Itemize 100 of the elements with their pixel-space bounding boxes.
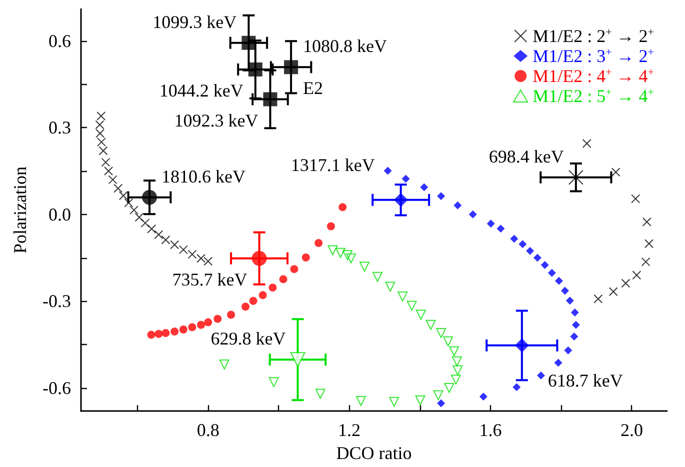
point (178, 245, 188, 254)
point (219, 360, 230, 370)
point (290, 265, 298, 274)
point (384, 166, 392, 175)
point (188, 323, 196, 332)
point (214, 314, 222, 323)
point (533, 254, 542, 262)
point (394, 192, 408, 207)
point (548, 268, 556, 277)
point (268, 284, 277, 292)
point (514, 338, 529, 352)
point (415, 395, 426, 406)
point (204, 318, 212, 326)
point (437, 192, 446, 200)
point (570, 308, 579, 316)
point (452, 356, 462, 366)
y-tick-label: -0.3 (42, 291, 71, 312)
point (314, 239, 323, 248)
point (572, 320, 580, 329)
point (433, 390, 444, 400)
point (468, 210, 477, 218)
point (554, 358, 562, 367)
x-tick-label: 1.2 (338, 420, 361, 440)
legend-label: M1/E2 : 5+ → 4+ (532, 86, 654, 106)
point (621, 278, 630, 288)
point (338, 203, 347, 212)
point (582, 139, 592, 148)
point (641, 257, 650, 266)
point (346, 253, 356, 264)
point (518, 240, 527, 248)
point (227, 310, 236, 319)
point (536, 372, 545, 380)
annotation: E2 (303, 78, 324, 98)
point (416, 310, 426, 320)
point (124, 198, 134, 208)
y-tick-label: 0.6 (48, 30, 71, 51)
point (154, 230, 164, 240)
annotation: 698.4 keV (488, 146, 564, 166)
point (450, 374, 461, 385)
y-tick-label: 0.0 (48, 204, 71, 224)
point (342, 250, 353, 260)
x-tick-label: 0.8 (196, 420, 220, 440)
point (258, 291, 267, 300)
annotation: 1080.8 keV (303, 36, 388, 56)
legend-label: M1/E2 : 3+ → 2+ (532, 46, 654, 66)
x-axis-title: DCO ratio (336, 443, 412, 463)
point (129, 206, 138, 215)
point (142, 190, 157, 205)
point (268, 377, 279, 388)
point (114, 184, 123, 193)
point (385, 282, 396, 292)
point (452, 365, 463, 376)
point (540, 261, 549, 270)
point (510, 234, 518, 243)
point (632, 270, 642, 280)
point (372, 272, 383, 282)
point (642, 217, 652, 226)
point (426, 320, 436, 330)
annotation: 1044.2 keV (159, 80, 244, 100)
point (170, 240, 180, 250)
point (134, 212, 144, 222)
annotation: 618.7 keV (548, 370, 623, 390)
annotation: 1092.3 keV (174, 110, 258, 130)
y-axis-title: Polarization (10, 166, 30, 254)
point (154, 330, 163, 338)
point (248, 62, 262, 76)
point (328, 245, 338, 256)
y-tick-label: -0.6 (42, 378, 71, 398)
point (196, 254, 206, 263)
point (162, 328, 170, 337)
point (420, 183, 428, 192)
point (526, 246, 534, 255)
annotation: 1317.1 keV (290, 154, 375, 175)
annotation: 1099.3 keV (152, 12, 237, 32)
point (302, 253, 310, 262)
point (436, 328, 446, 338)
point (161, 235, 170, 244)
point (179, 326, 188, 334)
point (204, 256, 213, 266)
point (242, 36, 256, 50)
point (356, 396, 366, 406)
point (335, 248, 346, 258)
x-tick-label: 2.0 (620, 420, 643, 440)
point (118, 191, 128, 200)
point (170, 328, 179, 336)
point (512, 383, 521, 392)
point (197, 320, 206, 329)
point (284, 60, 298, 74)
point (326, 222, 335, 230)
point (108, 175, 118, 184)
point (437, 399, 446, 408)
point (389, 396, 400, 407)
point (406, 300, 417, 311)
point (564, 346, 572, 354)
y-tick-label: 0.3 (48, 118, 71, 138)
point (140, 218, 150, 228)
point (594, 294, 603, 304)
point (242, 302, 250, 311)
point (359, 262, 370, 272)
annotation: 629.8 keV (210, 328, 286, 349)
